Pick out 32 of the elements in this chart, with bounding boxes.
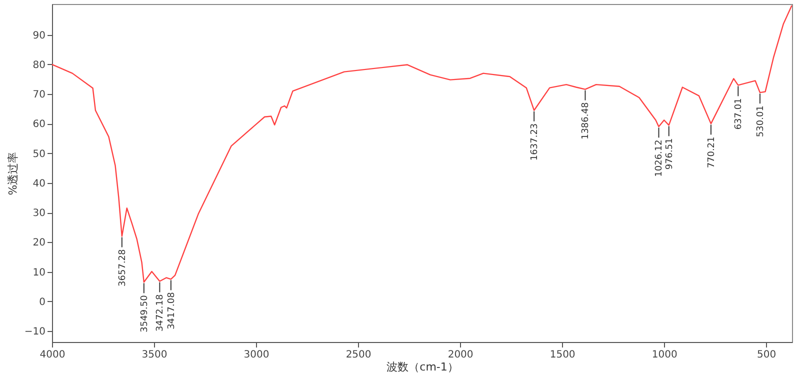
annotation: 976.51	[664, 138, 675, 170]
x-tick-label: 1000	[652, 350, 678, 360]
annotation: 770.21	[706, 136, 717, 168]
annotation: 530.01	[756, 106, 766, 138]
y-tick-label: 20	[32, 238, 46, 249]
x-tick-label: 2500	[346, 350, 372, 360]
x-tick-label: 2000	[448, 350, 474, 360]
annotation: 1026.12	[654, 140, 665, 177]
annotation: 3417.08	[166, 292, 177, 330]
annotation: 637.01	[734, 98, 744, 130]
x-tick-label: 1500	[550, 350, 576, 360]
y-tick-label: 40	[32, 178, 46, 190]
y-tick-label: 30	[32, 208, 46, 220]
x-tick-label: 3500	[142, 350, 168, 360]
y-tick-label: 10	[32, 267, 46, 278]
x-tick-label: 4000	[40, 350, 66, 360]
y-tick-label: 60	[32, 119, 46, 130]
y-tick-label: −10	[24, 326, 46, 338]
y-tick-label: 50	[32, 148, 46, 160]
x-tick-label: 500	[757, 350, 776, 360]
y-tick-label: 70	[32, 90, 46, 101]
annotation: 3549.50	[140, 294, 150, 332]
annotation: 1637.23	[530, 123, 540, 161]
y-tick-label: 80	[32, 60, 46, 71]
annotation: 3472.18	[156, 294, 166, 332]
x-axis-title: 波数（cm-1）	[386, 360, 458, 374]
annotation: 1386.48	[581, 102, 592, 140]
y-axis-title: %透过率	[6, 152, 20, 196]
x-tick-label: 3000	[244, 350, 270, 360]
y-tick-label: 0	[39, 296, 46, 308]
y-tick-label: 90	[32, 30, 46, 42]
annotation: 3657.28	[118, 248, 128, 286]
